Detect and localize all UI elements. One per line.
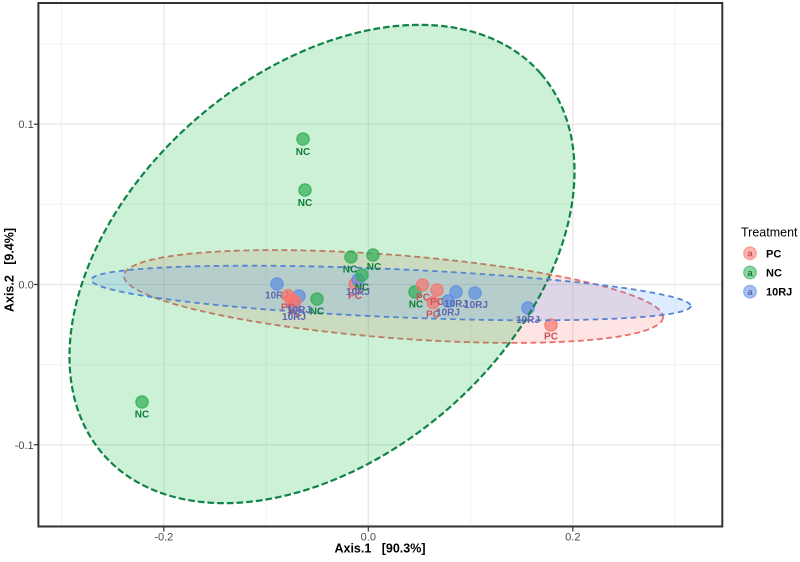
- svg-text:-0.1: -0.1: [15, 440, 34, 452]
- svg-text:PC: PC: [544, 332, 558, 343]
- svg-text:10RJ: 10RJ: [436, 308, 460, 319]
- svg-text:a: a: [747, 249, 753, 260]
- svg-text:10RJ: 10RJ: [287, 305, 311, 316]
- svg-text:-0.2: -0.2: [154, 532, 173, 544]
- svg-text:Axis.2 [9.4%]: Axis.2 [9.4%]: [3, 228, 17, 312]
- svg-text:10RJ: 10RJ: [444, 299, 468, 310]
- svg-text:PC: PC: [766, 248, 781, 260]
- svg-text:NC: NC: [310, 307, 324, 318]
- svg-text:NC: NC: [298, 198, 312, 209]
- svg-text:0.1: 0.1: [18, 119, 33, 131]
- svg-text:NC: NC: [343, 265, 357, 276]
- svg-text:0.2: 0.2: [565, 532, 580, 544]
- svg-text:PC: PC: [288, 309, 302, 320]
- svg-text:NC: NC: [367, 262, 381, 273]
- svg-text:Axis.1 [90.3%]: Axis.1 [90.3%]: [334, 542, 425, 556]
- svg-text:NC: NC: [766, 268, 782, 280]
- svg-text:PC: PC: [426, 310, 440, 321]
- svg-text:PC: PC: [281, 303, 295, 314]
- svg-text:10RJ: 10RJ: [464, 300, 488, 311]
- svg-text:10RJ: 10RJ: [516, 315, 540, 326]
- svg-text:a: a: [747, 287, 753, 298]
- svg-text:a: a: [747, 268, 753, 279]
- svg-text:Treatment: Treatment: [741, 226, 798, 240]
- svg-text:0.0: 0.0: [361, 532, 376, 544]
- svg-text:10RJ: 10RJ: [282, 312, 306, 323]
- svg-text:NC: NC: [409, 300, 423, 311]
- svg-text:10RJ: 10RJ: [346, 287, 370, 298]
- svg-text:0.0: 0.0: [18, 280, 33, 292]
- svg-text:PC: PC: [430, 297, 444, 308]
- svg-text:10RJ: 10RJ: [265, 291, 289, 302]
- svg-text:NC: NC: [296, 147, 310, 158]
- svg-text:NC: NC: [135, 410, 149, 421]
- svg-text:PC: PC: [348, 291, 362, 302]
- svg-text:10RJ: 10RJ: [766, 287, 792, 299]
- svg-text:NC: NC: [355, 283, 369, 294]
- svg-text:PC: PC: [416, 293, 430, 304]
